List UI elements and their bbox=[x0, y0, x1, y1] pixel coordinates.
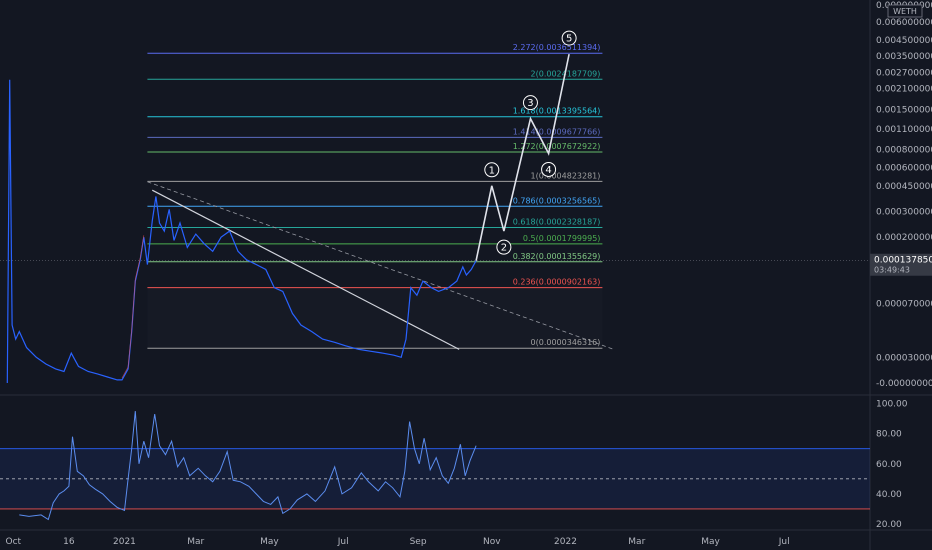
time-tick-label: May bbox=[260, 537, 279, 547]
time-tick-label: Jul bbox=[337, 537, 349, 547]
wave-label-circle bbox=[541, 161, 557, 177]
rsi-line bbox=[19, 411, 477, 521]
fib-zone bbox=[147, 288, 602, 349]
fib-level-label: 0(0.0000346316) bbox=[531, 338, 601, 347]
price-tick-label: 0.0000700000 bbox=[876, 300, 932, 310]
wave-label-circle bbox=[522, 95, 538, 111]
price-tick-label: 0.0002000000 bbox=[876, 233, 932, 243]
price-tick-label: 0.0011000000 bbox=[876, 125, 932, 135]
price-tick-label: 0.0021000000 bbox=[876, 84, 932, 94]
rsi-tick-label: 80.00 bbox=[876, 430, 902, 440]
dashed-trendline[interactable] bbox=[147, 181, 614, 350]
wave-label-text: 3 bbox=[527, 98, 533, 109]
time-tick-label: Mar bbox=[628, 537, 645, 547]
price-wicks bbox=[121, 235, 145, 379]
price-series bbox=[6, 79, 477, 384]
wave-label-circle bbox=[496, 239, 512, 255]
rsi-panel bbox=[0, 411, 870, 521]
last-price-value: 0.0001378509 bbox=[874, 256, 932, 266]
fib-level-label: 1.272(0.0007672922) bbox=[513, 142, 601, 151]
price-tick-label: 0.0045000000 bbox=[876, 36, 932, 46]
wave-label-1[interactable]: 1 bbox=[484, 162, 500, 178]
fib-level-label: 0.5(0.0001799995) bbox=[523, 234, 601, 243]
symbol-badge-box bbox=[887, 4, 923, 18]
price-line bbox=[6, 79, 477, 384]
elliott-wave[interactable]: 1 2 3 4 5 bbox=[475, 30, 577, 261]
price-tick-label: -0.0000000000 bbox=[876, 379, 932, 389]
time-tick-label: Mar bbox=[187, 537, 204, 547]
wave-label-text: 4 bbox=[545, 165, 551, 176]
fibonacci-extension[interactable]: 2.272(0.0036511394)2(0.0024187709)1.618(… bbox=[147, 43, 603, 349]
time-tick-label: Oct bbox=[6, 537, 22, 547]
wave-label-circle bbox=[484, 162, 500, 178]
price-axis[interactable]: 0.0060000000 0.0045000000 0.0035000000 0.00… bbox=[870, 1, 932, 530]
fib-level-label: 0.236(0.0000902163) bbox=[513, 278, 601, 287]
last-price-box bbox=[870, 253, 932, 276]
time-tick-label: Jul bbox=[778, 537, 790, 547]
bar-countdown: 03:49:43 bbox=[874, 266, 910, 275]
price-tick-label: 0.0027000000 bbox=[876, 68, 932, 78]
fib-level-label: 1.414(0.0009677766) bbox=[513, 127, 601, 136]
symbol-label: WETH bbox=[893, 7, 917, 16]
price-tick-label: 0.0060000000 bbox=[876, 18, 932, 28]
fib-level-label: 0.786(0.0003256565) bbox=[513, 196, 601, 205]
wave-label-4[interactable]: 4 bbox=[541, 161, 557, 177]
wave-label-3[interactable]: 3 bbox=[522, 95, 538, 111]
time-axis[interactable]: Oct 16 2021 Mar May Jul Sep Nov 2022 Mar May Jul bbox=[6, 537, 790, 547]
time-tick-label: 16 bbox=[63, 537, 75, 547]
last-price-tag[interactable]: 0.000137850903:49:43 bbox=[870, 253, 932, 276]
time-tick-label: 2022 bbox=[554, 537, 577, 547]
price-tick-label: 0.0035000000 bbox=[876, 52, 932, 62]
symbol-badge[interactable]: WETH bbox=[887, 4, 923, 18]
fib-level-label: 0.382(0.0001355629) bbox=[513, 252, 601, 261]
wave-label-2[interactable]: 2 bbox=[496, 239, 512, 255]
rsi-tick-label: 40.00 bbox=[876, 490, 902, 500]
price-tick-label: 0.0004500000 bbox=[876, 182, 932, 192]
price-tick-label: 0.0003000000 bbox=[876, 207, 932, 217]
wave-label-text: 1 bbox=[489, 165, 495, 176]
wave-label-text: 2 bbox=[501, 243, 507, 254]
wave-path[interactable] bbox=[475, 53, 570, 261]
time-tick-label: Sep bbox=[410, 537, 427, 547]
time-tick-label: May bbox=[701, 537, 720, 547]
fib-level-label: 0.618(0.0002328187) bbox=[513, 218, 601, 227]
fib-level-label: 2.272(0.0036511394) bbox=[513, 43, 601, 52]
price-tick-label: 0.0015000000 bbox=[876, 106, 932, 116]
rsi-tick-label: 100.00 bbox=[876, 400, 908, 410]
price-tick-label: 0.0006000000 bbox=[876, 164, 932, 174]
time-tick-label: Nov bbox=[483, 537, 501, 547]
price-tick-label: 0.0000300000 bbox=[876, 353, 932, 363]
rsi-tick-label: 60.00 bbox=[876, 460, 902, 470]
rsi-tick-label: 20.00 bbox=[876, 520, 902, 530]
wave-label-5[interactable]: 5 bbox=[561, 30, 577, 46]
wave-label-circle bbox=[561, 30, 577, 46]
time-tick-label: 2021 bbox=[113, 537, 136, 547]
price-tick-label: 0.0008000000 bbox=[876, 145, 932, 155]
wave-label-text: 5 bbox=[566, 34, 572, 45]
fib-level-label: 1(0.0004823281) bbox=[531, 171, 601, 180]
